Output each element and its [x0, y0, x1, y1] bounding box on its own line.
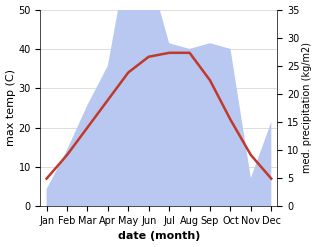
- X-axis label: date (month): date (month): [118, 231, 200, 242]
- Y-axis label: max temp (C): max temp (C): [5, 69, 16, 146]
- Y-axis label: med. precipitation (kg/m2): med. precipitation (kg/m2): [302, 42, 313, 173]
